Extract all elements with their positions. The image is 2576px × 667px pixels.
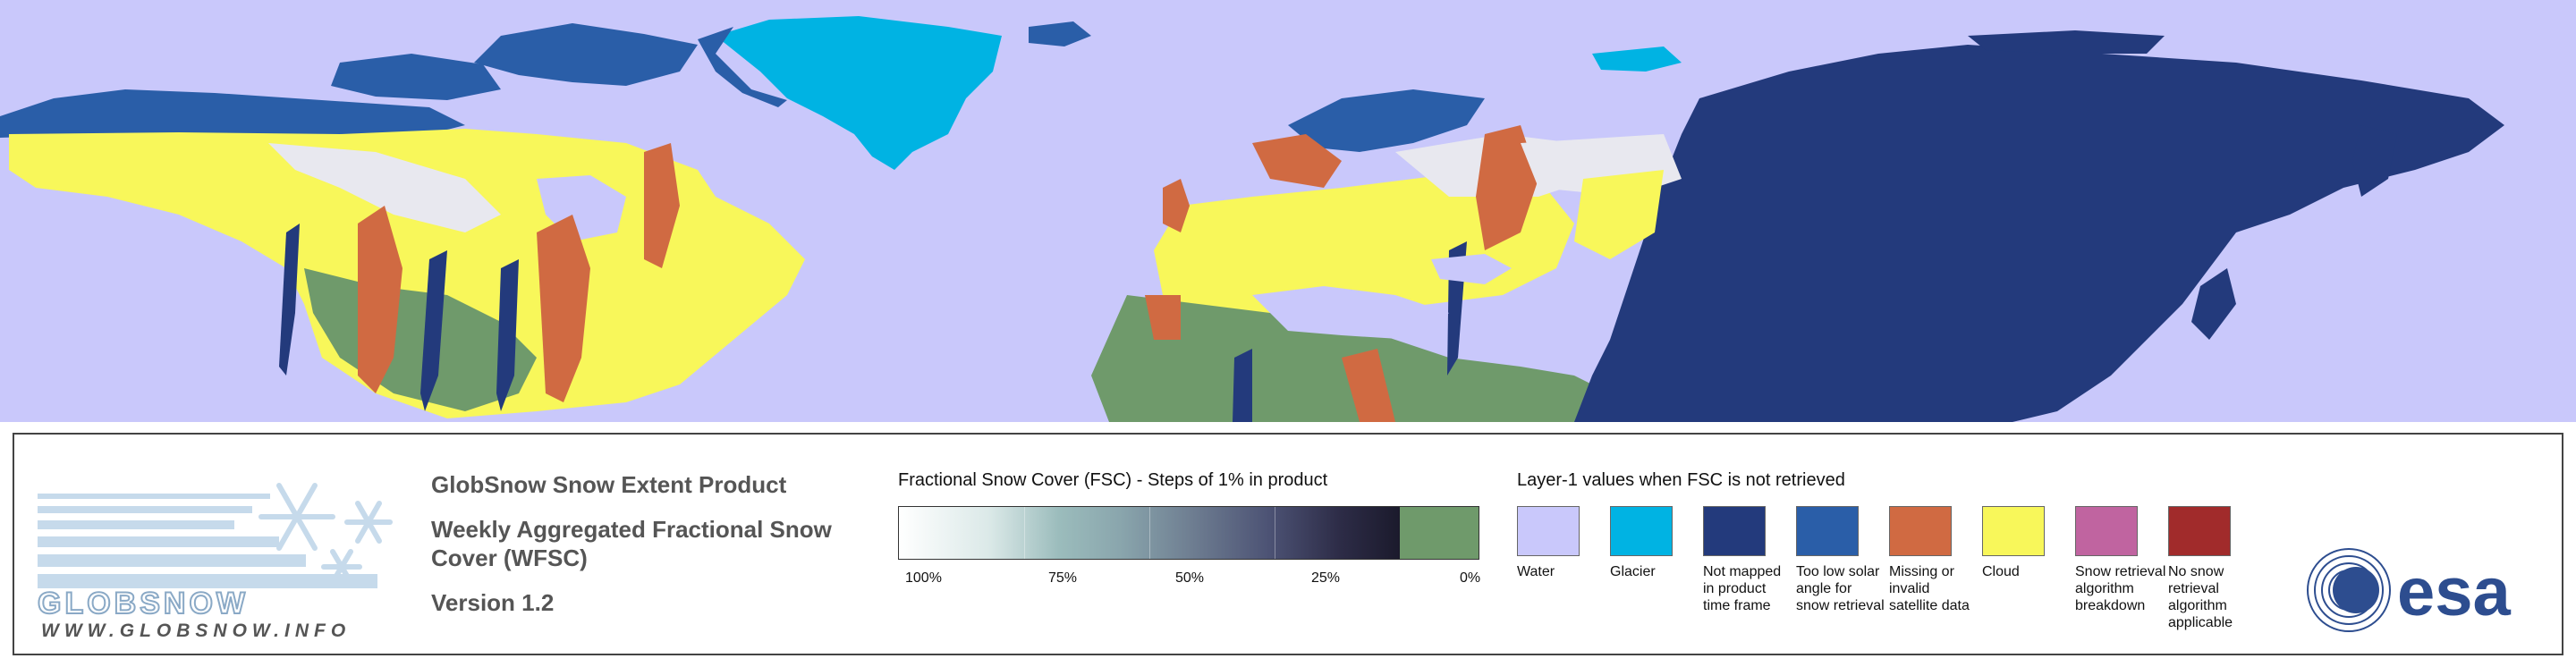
esa-logo-graphic: esa [2307,548,2512,632]
globsnow-wordmark: GLOBSNOW [38,587,249,615]
na-missing-1 [358,206,402,393]
fsc-legend-title: Fractional Snow Cover (FSC) - Steps of 1… [898,470,1328,490]
legend-swatch-label: Snow retrieval algorithm breakdown [2075,564,2166,613]
fsc-color-bar [898,506,1479,560]
legend-swatch [1982,506,2045,556]
kamchatka [2352,125,2397,197]
globsnow-url[interactable]: WWW.GLOBSNOW.INFO [41,621,352,641]
fsc-gradient [899,507,1400,559]
na-notmapped-1 [279,224,300,376]
legend-swatch [1796,506,1859,556]
svalbard [1592,46,1682,72]
legend-swatch-label: Water [1517,564,1555,579]
europe-notmapped-1 [1233,349,1252,422]
na-notmapped-2 [420,250,447,411]
legend-swatch [1703,506,1766,556]
europe-missing-3 [1145,295,1181,340]
legend-swatch-label: Too low solar angle for snow retrieval [1796,564,1885,613]
asia-cloud [1574,170,1664,259]
arctic-islands [474,23,698,86]
legend-swatch [1517,506,1580,556]
product-title: GlobSnow Snow Extent Product [431,471,787,498]
globsnow-logo: GLOBSNOW [37,481,395,621]
legend-swatch [1610,506,1673,556]
north-america-snow [268,143,501,232]
product-subtitle-1: Weekly Aggregated Fractional Snow [431,516,832,543]
fsc-tick-50: 50% [1175,570,1205,586]
arctic-islands-2 [331,54,501,100]
fsc-tick-75: 75% [1048,570,1078,586]
legend-swatch-label: Not mapped in product time frame [1703,564,1782,613]
black-sea [1431,254,1512,284]
mediterranean [1252,286,1449,340]
fsc-tick-100: 100% [905,570,942,586]
globsnow-logo-graphic: GLOBSNOW [37,483,393,621]
map-canvas [0,16,2504,422]
uk [1163,179,1190,232]
fsc-tick-0: 0% [1460,570,1481,586]
greenland-coast [698,27,787,107]
na-missing-2 [537,215,590,402]
legend-swatch-label: No snow retrieval algorithm applicable [2168,564,2233,630]
legend-swatch [1889,506,1952,556]
europe-cloud [1154,170,1574,322]
legend-swatch-label: Glacier [1610,564,1656,579]
japan [2191,268,2236,340]
europe-missing-1 [1476,125,1538,250]
esa-logo: esa [2304,545,2555,635]
greenland-glacier [716,16,1002,170]
fsc-tick-25: 25% [1311,570,1341,586]
legend-swatch [2168,506,2231,556]
product-subtitle-2: Cover (WFSC) [431,545,588,571]
legend-swatch-label: Cloud [1982,564,2020,579]
europe-missing-2 [1342,349,1395,422]
na-notmapped-3 [496,259,519,411]
na-missing-3 [644,143,680,268]
legend-swatch-label: Missing or invalid satellite data [1889,564,1970,613]
scandinavia [1288,89,1485,152]
asia-notmapped [1574,45,2504,422]
arctic-russia [1968,30,2165,54]
north-america-north [0,89,465,138]
scandinavia-missing [1252,134,1342,188]
layer1-legend-title: Layer-1 values when FSC is not retrieved [1517,470,1845,490]
product-version: Version 1.2 [431,589,555,616]
legend-swatch [2075,506,2138,556]
fsc-zero-swatch [1400,507,1479,559]
legend-panel: GLOBSNOW WWW.GLOBSNOW.INFO GlobSnow Snow… [13,433,2563,655]
iceland [1029,21,1091,46]
snow-cover-map [0,0,2576,422]
esa-wordmark: esa [2397,554,2512,630]
